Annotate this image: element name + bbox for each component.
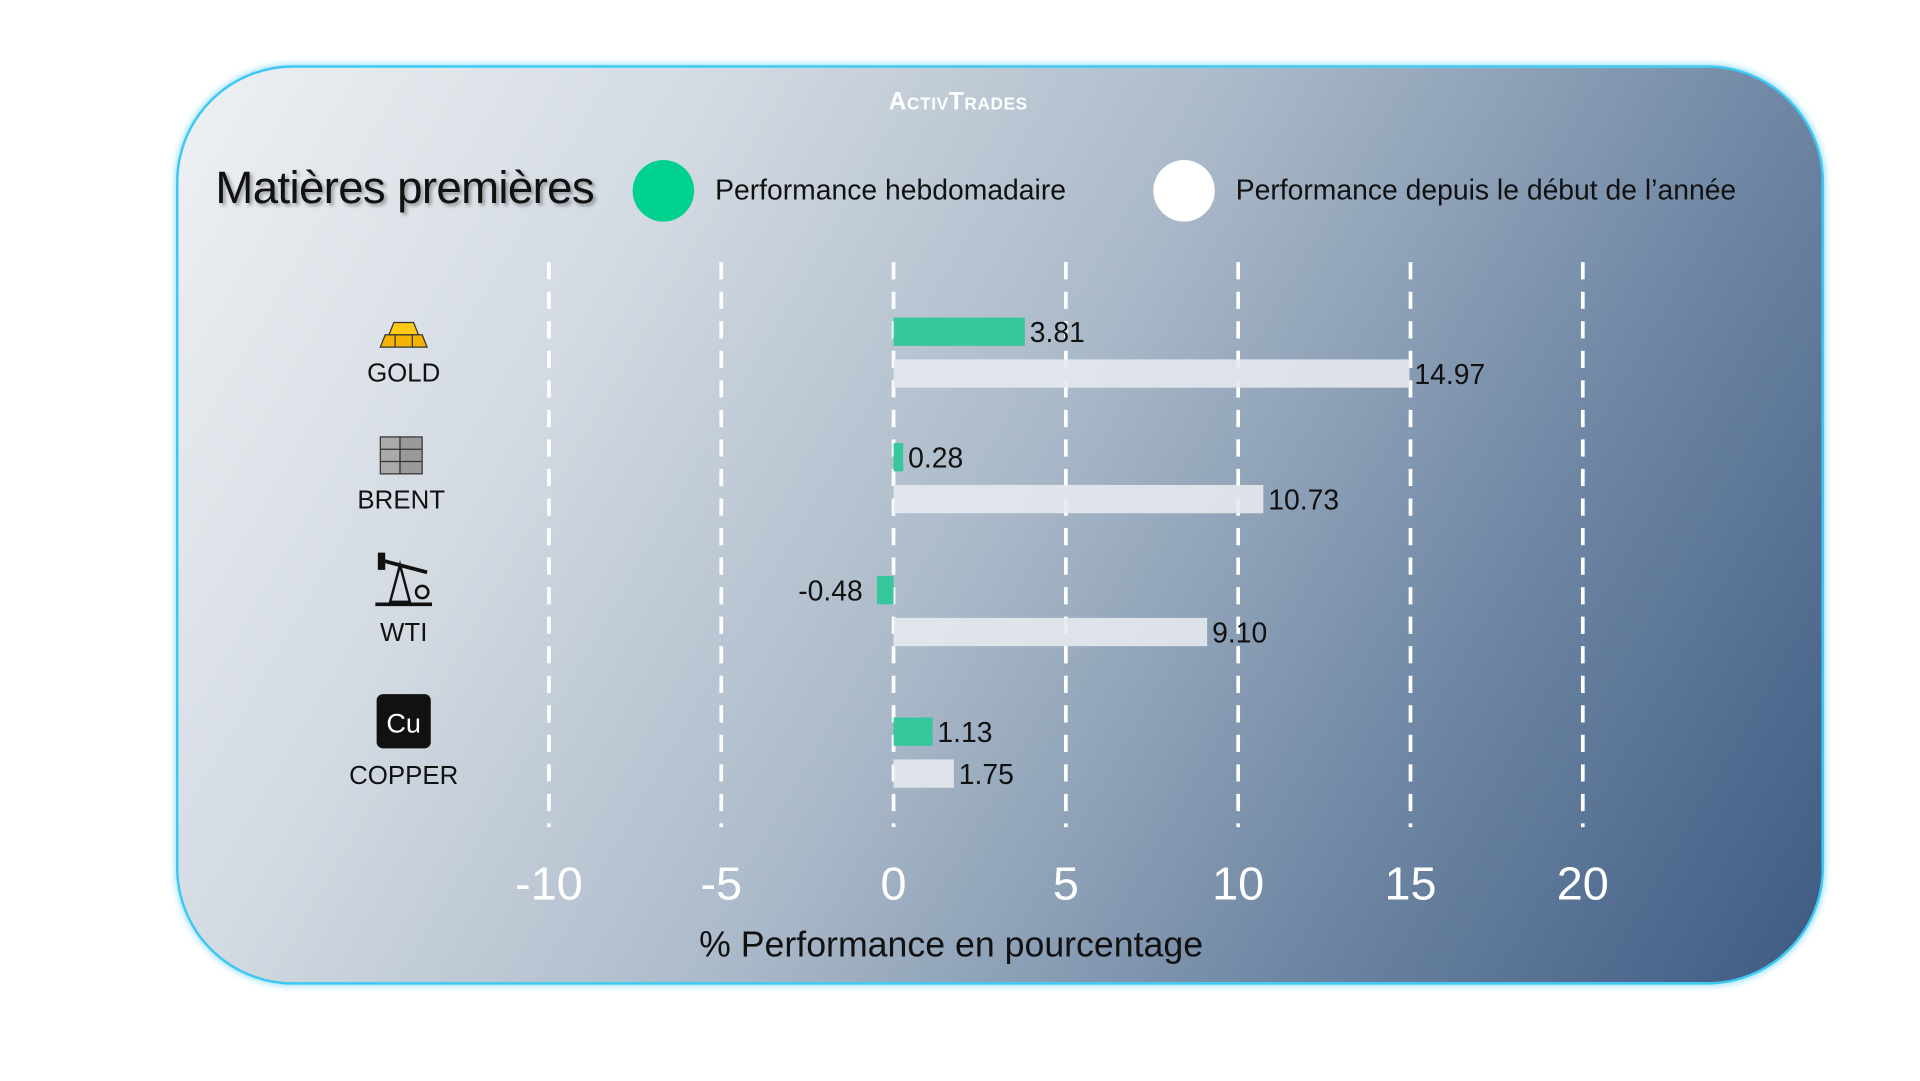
value-label: 10.73 bbox=[1268, 483, 1340, 516]
category-label-wti: WTI bbox=[380, 619, 428, 648]
x-tick-label: 0 bbox=[880, 859, 907, 911]
value-label: 1.13 bbox=[937, 716, 993, 749]
value-label: 14.97 bbox=[1414, 358, 1486, 391]
legend-label-weekly: Performance hebdomadaire bbox=[715, 173, 1067, 206]
legend-label-ytd: Performance depuis le début de l’année bbox=[1235, 173, 1737, 206]
x-tick-label: 10 bbox=[1212, 859, 1265, 911]
x-tick-label: 15 bbox=[1384, 859, 1437, 911]
category-label-copper: COPPER bbox=[349, 761, 459, 791]
svg-text:Cu: Cu bbox=[386, 707, 421, 738]
oil-barrels-icon bbox=[373, 433, 435, 483]
oil-pump-icon bbox=[373, 548, 435, 616]
ytd-bar-copper bbox=[893, 759, 954, 788]
x-tick-label: -5 bbox=[700, 859, 743, 911]
weekly-bar-gold bbox=[893, 317, 1025, 346]
gold-bars-icon bbox=[373, 318, 435, 361]
legend-swatch-weekly bbox=[632, 160, 695, 222]
ytd-bar-gold bbox=[893, 359, 1410, 388]
value-label: 3.81 bbox=[1029, 316, 1085, 349]
chart-title: Matières premières bbox=[215, 162, 595, 213]
brand-logo: ActivTrades bbox=[888, 88, 1028, 116]
value-label: 1.75 bbox=[958, 758, 1014, 791]
legend-swatch-ytd bbox=[1153, 160, 1215, 222]
x-tick-label: -10 bbox=[515, 859, 583, 911]
x-tick-label: 20 bbox=[1556, 859, 1609, 911]
category-label-gold: GOLD bbox=[367, 359, 441, 388]
ytd-bar-brent bbox=[893, 484, 1264, 514]
value-label: 0.28 bbox=[908, 441, 964, 474]
value-label: 9.10 bbox=[1212, 616, 1268, 649]
copper-element-icon: Cu bbox=[373, 693, 435, 756]
weekly-bar-wti bbox=[877, 576, 894, 605]
x-tick-label: 5 bbox=[1052, 859, 1079, 911]
ytd-bar-wti bbox=[893, 617, 1208, 647]
weekly-bar-brent bbox=[893, 443, 904, 472]
category-label-brent: BRENT bbox=[357, 486, 446, 515]
value-label: -0.48 bbox=[798, 574, 863, 607]
weekly-bar-copper bbox=[893, 717, 933, 746]
x-axis-label: % Performance en pourcentage bbox=[699, 925, 1204, 965]
chart-card bbox=[176, 65, 1825, 985]
